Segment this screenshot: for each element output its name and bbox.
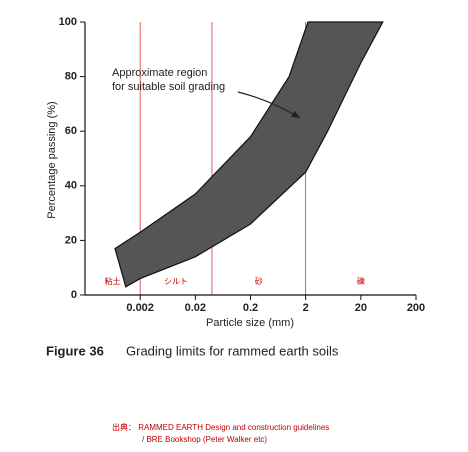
source-line: / BRE Bookshop (Peter Walker etc)	[142, 435, 267, 444]
x-tick-label: 0.002	[126, 302, 154, 314]
annotation: Approximate region	[112, 67, 207, 79]
x-tick-label: 2	[303, 302, 309, 314]
x-tick-label: 0.02	[185, 302, 206, 314]
y-tick-label: 60	[65, 125, 77, 137]
y-tick-label: 80	[65, 71, 77, 83]
zone-label: 粘土	[105, 276, 121, 286]
x-tick-label: 200	[407, 302, 425, 314]
x-axis-label: Particle size (mm)	[206, 317, 294, 329]
zone-label: 礫	[357, 276, 365, 286]
y-tick-label: 20	[65, 234, 77, 246]
y-tick-label: 100	[59, 16, 77, 28]
caption-number: Figure 36	[46, 343, 104, 358]
zone-label: 砂	[255, 276, 263, 286]
x-tick-label: 0.2	[243, 302, 258, 314]
y-tick-label: 40	[65, 180, 77, 192]
y-tick-label: 0	[71, 289, 77, 301]
grading-region	[114, 21, 384, 288]
annotation: for suitable soil grading	[112, 81, 225, 93]
zone-label: シルト	[164, 277, 188, 286]
x-tick-label: 20	[355, 302, 367, 314]
caption-text: Grading limits for rammed earth soils	[126, 343, 339, 358]
source-line: 出典： RAMMED EARTH Design and construction…	[112, 422, 329, 432]
y-axis-label: Percentage passing (%)	[46, 101, 58, 218]
annotation-arrow	[237, 91, 301, 119]
